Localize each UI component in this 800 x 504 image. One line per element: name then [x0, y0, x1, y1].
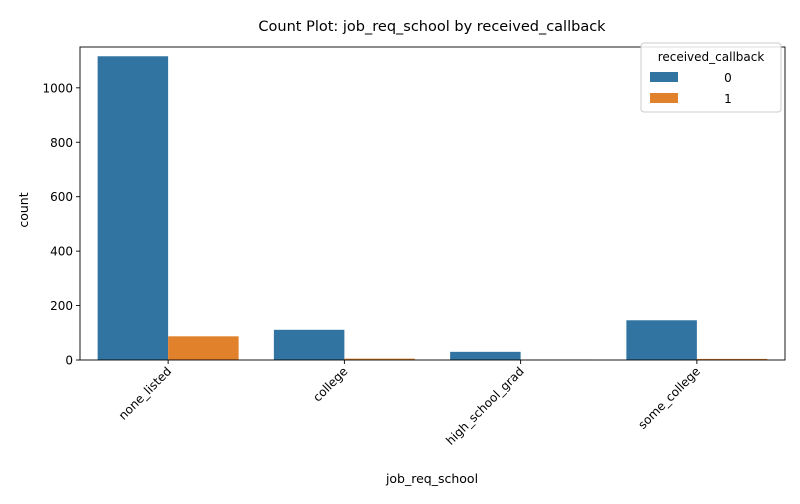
legend-label-series-1: 1 — [724, 92, 732, 106]
y-tick-label-0: 0 — [65, 354, 73, 368]
y-tick-label-400: 400 — [50, 245, 73, 259]
bar-college-series-0 — [274, 330, 345, 360]
legend: received_callback 0 1 — [641, 43, 781, 112]
y-tick-label-1000: 1000 — [42, 81, 73, 95]
y-tick-label-600: 600 — [50, 190, 73, 204]
legend-swatch-series-0 — [650, 72, 678, 82]
legend-label-series-0: 0 — [724, 71, 732, 85]
y-tick-label-200: 200 — [50, 299, 73, 313]
bar-none-listed-series-0 — [98, 56, 169, 360]
bar-high-school-grad-series-0 — [450, 352, 521, 360]
chart-title: Count Plot: job_req_school by received_c… — [258, 19, 606, 35]
bar-some-college-series-0 — [626, 320, 697, 360]
y-tick-label-800: 800 — [50, 136, 73, 150]
legend-title: received_callback — [658, 50, 765, 64]
x-axis-label: job_req_school — [385, 471, 478, 486]
legend-swatch-series-1 — [650, 93, 678, 103]
bar-none-listed-series-1 — [168, 336, 239, 360]
y-axis-label: count — [16, 192, 31, 227]
